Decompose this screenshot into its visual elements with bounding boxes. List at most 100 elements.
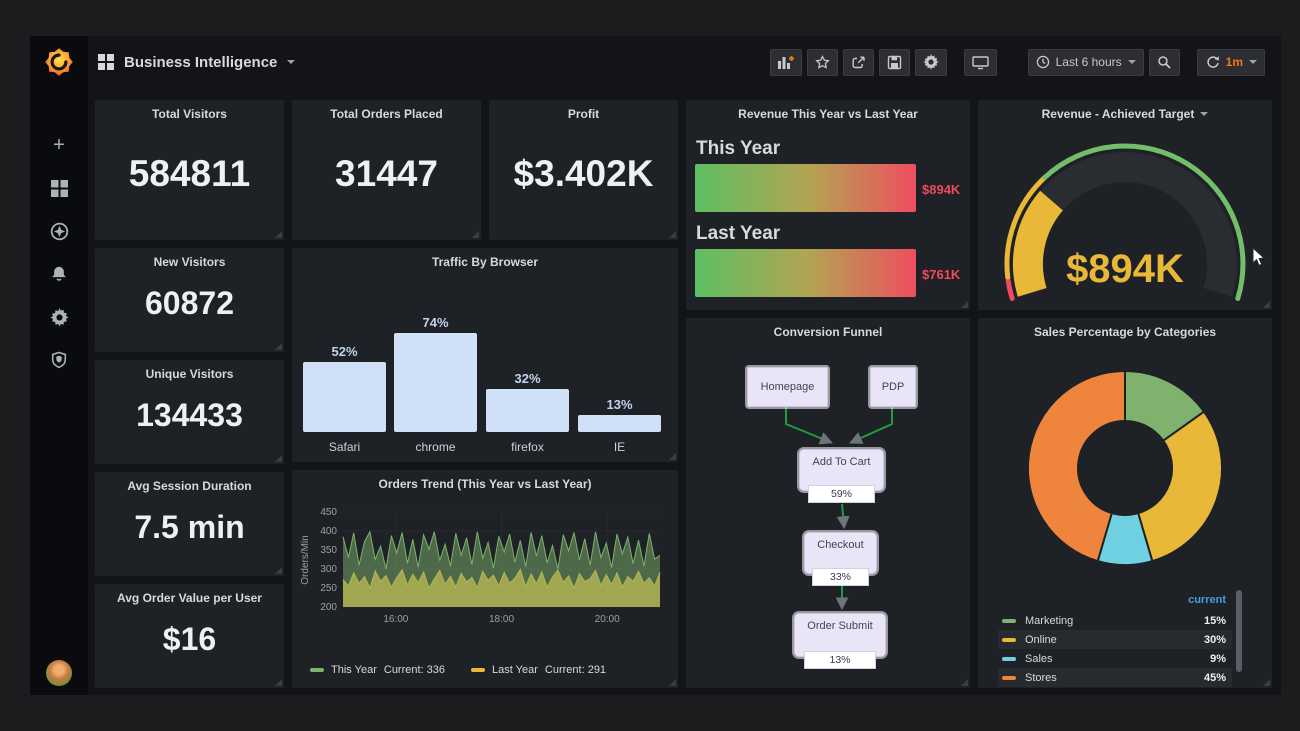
panel-title[interactable]: Orders Trend (This Year vs Last Year)	[378, 477, 592, 491]
magnifier-icon	[1157, 55, 1171, 69]
star-icon	[814, 54, 830, 69]
panel-title[interactable]: New Visitors	[153, 255, 226, 269]
legend-label[interactable]: This Year	[331, 664, 377, 676]
traffic-bar[interactable]	[303, 362, 386, 432]
toolbar: Last 6 hours 1m	[769, 48, 1265, 76]
legend-swatch	[1002, 618, 1016, 623]
legend-label[interactable]: Sales	[1025, 652, 1053, 665]
stat-value: 31447	[335, 153, 438, 195]
funnel-node-label: Add To Cart	[812, 456, 871, 468]
legend-label[interactable]: Marketing	[1025, 614, 1074, 627]
sidebar-item-explore[interactable]	[48, 220, 70, 242]
stat-value: 134433	[136, 397, 243, 434]
bell-icon	[52, 266, 66, 281]
panel-title[interactable]: Profit	[567, 107, 600, 121]
panel-title[interactable]: Total Orders Placed	[330, 107, 443, 121]
svg-text:18:00: 18:00	[489, 614, 514, 625]
funnel-node-homepage: Homepage	[747, 367, 828, 407]
zoom-out-button[interactable]	[1148, 48, 1180, 76]
panel-title[interactable]: Avg Session Duration	[127, 479, 252, 493]
svg-text:350: 350	[320, 545, 337, 556]
panel-title[interactable]: Avg Order Value per User	[117, 591, 262, 605]
donut-legend: current Marketing 15% Online 30% Sales 9% Stor…	[998, 594, 1232, 687]
legend-value: 45%	[1203, 671, 1226, 684]
svg-text:20:00: 20:00	[595, 614, 620, 625]
legend-value: 15%	[1203, 614, 1226, 627]
sidebar-item-alerting[interactable]	[48, 263, 70, 285]
dashboard-title-group[interactable]: Business Intelligence	[98, 53, 296, 71]
panel-title[interactable]: Unique Visitors	[145, 367, 234, 381]
gauge-value: $894K	[1066, 247, 1184, 291]
top-navigation: Business Intelligence	[88, 36, 1281, 88]
dashboard-grid-icon	[98, 54, 114, 70]
panel-total-visitors: Total Visitors 584811	[95, 100, 284, 240]
traffic-bar-group: 32%	[486, 371, 569, 432]
sidebar-item-server-admin[interactable]	[48, 349, 70, 371]
grafana-logo[interactable]	[42, 45, 76, 79]
add-panel-button[interactable]	[769, 48, 802, 76]
settings-button[interactable]	[914, 48, 947, 76]
panel-title[interactable]: Total Visitors	[152, 107, 227, 121]
legend-label[interactable]: Last Year	[492, 664, 538, 676]
panel-title[interactable]: Traffic By Browser	[431, 255, 539, 269]
legend-value: 9%	[1210, 652, 1226, 665]
add-panel-icon	[777, 56, 794, 69]
legend-row-sales[interactable]: Sales 9%	[998, 649, 1232, 668]
panel-avg-order-value: Avg Order Value per User $16	[95, 584, 284, 688]
svg-text:200: 200	[320, 602, 337, 613]
svg-text:400: 400	[320, 526, 337, 537]
panel-title-text: Revenue - Achieved Target	[1041, 107, 1195, 121]
refresh-interval-label[interactable]: 1m	[1225, 55, 1243, 69]
legend-row-marketing[interactable]: Marketing 15%	[998, 611, 1232, 630]
sidebar: +	[30, 36, 88, 695]
revenue-row-label: Last Year	[696, 223, 781, 244]
revenue-bar-this-year	[695, 164, 916, 212]
panel-title[interactable]: Revenue - Achieved Target	[978, 107, 1272, 121]
panel-total-orders-placed: Total Orders Placed 31447	[292, 100, 481, 240]
legend-scrollbar[interactable]	[1236, 590, 1242, 672]
panel-title[interactable]: Sales Percentage by Categories	[1033, 325, 1217, 339]
svg-text:16:00: 16:00	[383, 614, 408, 625]
legend-row-online[interactable]: Online 30%	[998, 630, 1232, 649]
svg-text:300: 300	[320, 564, 337, 575]
legend-item-this-year[interactable]: This Year Current: 336	[310, 664, 445, 676]
stat-value: $3.402K	[513, 153, 654, 195]
panel-title[interactable]: Conversion Funnel	[773, 325, 883, 339]
panel-title[interactable]: Revenue This Year vs Last Year	[738, 107, 918, 121]
traffic-bar-group: 74%	[394, 315, 477, 432]
traffic-bar-group: 52%	[303, 344, 386, 432]
shield-icon	[51, 351, 67, 369]
user-avatar[interactable]	[46, 660, 72, 686]
dashboard-title[interactable]: Business Intelligence	[124, 53, 278, 71]
funnel-node-add-to-cart: Add To Cart 59%	[799, 449, 884, 503]
refresh-button[interactable]: 1m	[1196, 48, 1265, 76]
time-range-label: Last 6 hours	[1055, 55, 1122, 69]
panel-sales-by-categories: Sales Percentage by Categories current M…	[978, 318, 1272, 688]
orders-legend: This Year Current: 336 Last Year Current…	[310, 664, 606, 676]
legend-label[interactable]: Online	[1025, 633, 1057, 646]
share-button[interactable]	[842, 48, 874, 76]
panel-avg-session-duration: Avg Session Duration 7.5 min	[95, 472, 284, 576]
cycle-view-button[interactable]	[963, 48, 997, 76]
panel-profit: Profit $3.402K	[489, 100, 678, 240]
save-button[interactable]	[878, 48, 910, 76]
bar-category-label: Safari	[328, 440, 361, 454]
time-range-picker[interactable]: Last 6 hours	[1027, 48, 1144, 76]
traffic-bar[interactable]	[578, 415, 661, 432]
legend-item-last-year[interactable]: Last Year Current: 291	[471, 664, 606, 676]
sidebar-item-dashboards[interactable]	[48, 177, 70, 199]
traffic-bar[interactable]	[486, 389, 569, 432]
sidebar-item-add[interactable]: +	[53, 133, 65, 156]
panel-gauge-revenue-target: Revenue - Achieved Target $894K	[978, 100, 1272, 310]
clock-icon	[1036, 55, 1049, 69]
sidebar-item-configuration[interactable]	[48, 306, 70, 328]
traffic-bar[interactable]	[394, 333, 477, 432]
panel-revenue-compare: Revenue This Year vs Last Year This Year…	[686, 100, 970, 310]
panel-title-caret-icon[interactable]	[1200, 112, 1209, 116]
star-button[interactable]	[806, 48, 838, 76]
refresh-caret-icon[interactable]	[1249, 60, 1257, 64]
legend-row-stores[interactable]: Stores 45%	[998, 668, 1232, 687]
bar-value-label: 32%	[514, 371, 541, 386]
legend-label[interactable]: Stores	[1025, 671, 1057, 684]
title-caret-icon[interactable]	[287, 60, 296, 64]
